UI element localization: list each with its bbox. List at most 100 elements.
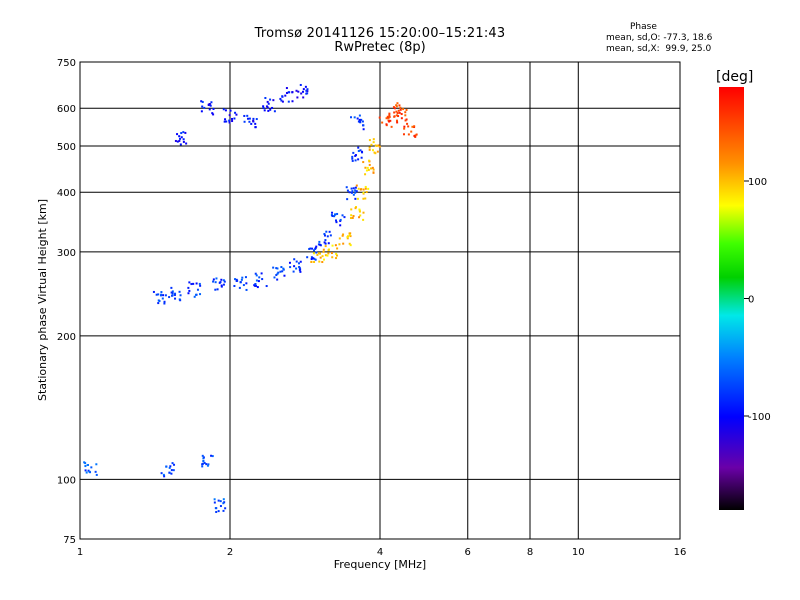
scatter-point: [272, 266, 275, 269]
scatter-point: [225, 120, 228, 123]
scatter-point: [302, 88, 305, 91]
scatter-point: [152, 290, 155, 293]
scatter-point: [273, 276, 276, 279]
scatter-point: [334, 213, 337, 216]
scatter-point: [255, 279, 258, 282]
scatter-point: [199, 293, 202, 296]
scatter-point: [202, 459, 205, 462]
scatter-point: [364, 173, 367, 176]
scatter-point: [246, 114, 249, 117]
scatter-point: [252, 119, 255, 122]
scatter-point: [397, 109, 400, 112]
scatter-point: [170, 472, 173, 475]
y-tick-label: 750: [57, 58, 76, 69]
y-tick-label: 200: [57, 332, 76, 343]
scatter-point: [362, 211, 365, 214]
scatter-point: [281, 95, 284, 98]
scatter-point: [315, 245, 318, 248]
scatter-point: [414, 134, 417, 137]
scatter-point: [312, 252, 315, 255]
scatter-point: [372, 149, 375, 152]
scatter-point: [360, 156, 363, 159]
scatter-point: [244, 276, 247, 279]
scatter-point: [243, 114, 246, 117]
scatter-point: [174, 297, 177, 300]
scatter-point: [341, 234, 344, 237]
scatter-point: [220, 285, 223, 288]
scatter-point: [203, 461, 206, 464]
scatter-point: [279, 97, 282, 100]
scatter-point: [399, 108, 402, 111]
scatter-point: [358, 208, 361, 211]
scatter-point: [361, 120, 364, 123]
scatter-point: [223, 280, 226, 283]
scatter-point: [276, 278, 279, 281]
scatter-point: [323, 232, 326, 235]
scatter-point: [224, 507, 227, 510]
scatter-point: [356, 197, 359, 200]
scatter-point: [335, 257, 338, 260]
scatter-point: [335, 219, 338, 222]
scatter-point: [315, 251, 318, 254]
scatter-point: [395, 105, 398, 108]
scatter-point: [245, 282, 248, 285]
scatter-point: [392, 106, 395, 109]
scatter-point: [169, 465, 172, 468]
scatter-point: [275, 273, 278, 276]
scatter-point: [195, 293, 198, 296]
scatter-point: [182, 140, 185, 143]
scatter-point: [179, 137, 182, 140]
scatter-point: [173, 463, 176, 466]
scatter-point: [364, 166, 367, 169]
scatter-point: [366, 166, 369, 169]
scatter-point: [192, 282, 195, 285]
scatter-point: [252, 117, 255, 120]
scatter-point: [370, 143, 373, 146]
scatter-point: [331, 256, 334, 259]
scatter-point: [299, 270, 302, 273]
scatter-point: [212, 278, 215, 281]
scatter-point: [304, 85, 307, 88]
scatter-point: [209, 104, 212, 107]
scatter-point: [395, 114, 398, 117]
scatter-point: [287, 100, 290, 103]
plot-frame: [79, 61, 681, 540]
scatter-point: [222, 283, 225, 286]
scatter-point: [257, 280, 260, 283]
scatter-point: [90, 466, 93, 469]
scatter-point: [403, 125, 406, 128]
scatter-point: [321, 255, 324, 258]
scatter-point: [201, 105, 204, 108]
scatter-point: [372, 141, 375, 144]
scatter-point: [234, 111, 237, 114]
scatter-point: [349, 217, 352, 220]
scatter-point: [245, 288, 248, 291]
scatter-point: [367, 168, 370, 171]
scatter-point: [285, 91, 288, 94]
scatter-point: [297, 90, 300, 93]
scatter-point: [350, 191, 353, 194]
scatter-point: [309, 247, 312, 250]
scatter-point: [362, 197, 365, 200]
scatter-point: [95, 473, 98, 476]
scatter-point: [212, 113, 215, 116]
scatter-point: [205, 463, 208, 466]
y-tick-label: 100: [57, 475, 76, 486]
scatter-point: [234, 278, 237, 281]
scatter-point: [406, 122, 409, 125]
y-tick-label: 300: [57, 248, 76, 259]
scatter-point: [170, 469, 173, 472]
scatter-point: [254, 283, 257, 286]
scatter-point: [248, 120, 251, 123]
scatter-point: [354, 189, 357, 192]
scatter-point: [285, 87, 288, 90]
scatter-point: [314, 247, 317, 250]
scatter-point: [413, 134, 416, 137]
scatter-point: [269, 98, 272, 101]
scatter-point: [155, 293, 158, 296]
scatter-point: [404, 119, 407, 122]
scatter-point: [336, 212, 339, 215]
scatter-point: [279, 270, 282, 273]
scatter-point: [224, 109, 227, 112]
scatter-point: [207, 104, 210, 107]
